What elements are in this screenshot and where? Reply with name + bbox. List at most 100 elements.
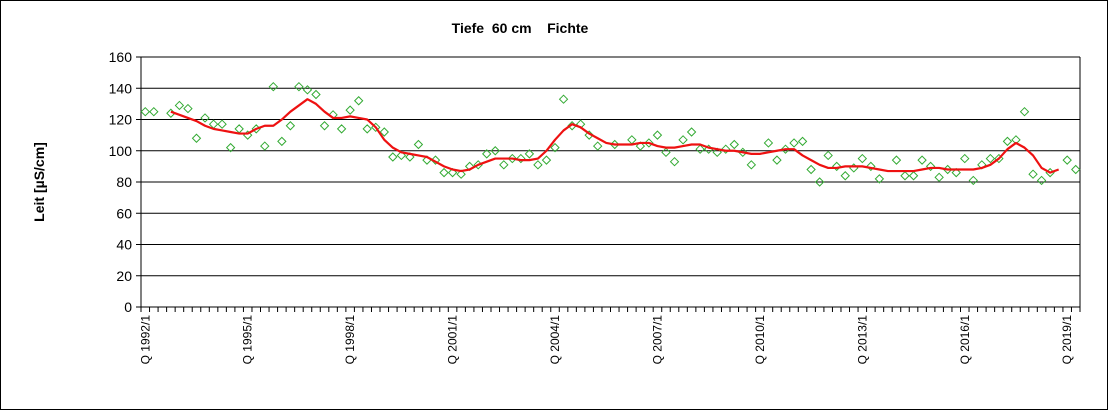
data-point — [951, 167, 961, 178]
data-point — [217, 119, 227, 129]
data-point — [678, 135, 688, 145]
data-point — [900, 171, 910, 181]
data-point — [849, 163, 859, 173]
gridlines — [141, 56, 1081, 307]
y-tick-label: 80 — [116, 174, 132, 190]
data-point — [806, 164, 816, 175]
data-point — [191, 133, 202, 143]
y-tick-label: 20 — [116, 268, 132, 284]
y-tick-label: 60 — [116, 205, 132, 221]
x-tick-label: Q 2019/1 — [1060, 315, 1074, 365]
y-tick-label: 40 — [116, 237, 132, 253]
data-point — [772, 155, 782, 165]
data-point — [695, 144, 705, 154]
moving-average-series — [170, 98, 1060, 174]
data-point — [405, 152, 415, 162]
data-point — [780, 144, 791, 154]
y-tick-label: 160 — [109, 49, 133, 65]
data-point — [797, 136, 808, 147]
data-point — [934, 172, 944, 183]
data-point — [550, 142, 560, 153]
data-point — [874, 174, 885, 184]
data-point — [789, 138, 799, 148]
data-point — [763, 138, 774, 148]
data-point — [635, 141, 646, 151]
x-tick-label: Q 2013/1 — [855, 315, 869, 365]
data-point — [234, 124, 244, 134]
chart-title: Tiefe 60 cm Fichte — [451, 20, 589, 36]
data-point — [661, 147, 671, 158]
scatter-series — [140, 81, 1081, 187]
data-point — [174, 100, 185, 111]
x-tick-label: Q 1992/1 — [138, 315, 152, 365]
data-point — [524, 149, 535, 159]
data-point — [960, 153, 970, 164]
moving-average-line — [170, 98, 1060, 174]
data-point — [1019, 106, 1030, 117]
data-point — [1062, 155, 1072, 165]
data-point — [652, 130, 663, 140]
data-point — [925, 161, 936, 172]
data-point — [268, 81, 279, 92]
x-tick-label: Q 1995/1 — [241, 315, 255, 365]
x-tick-labels: Q 1992/1 Q 1995/1 Q 1998/1 Q 2001/1 Q 2004/1… — [138, 315, 1074, 365]
y-tick-label: 120 — [109, 112, 133, 128]
data-point — [225, 142, 236, 153]
data-point — [558, 94, 569, 104]
data-point — [183, 103, 193, 114]
data-point — [260, 141, 270, 151]
data-point — [285, 121, 296, 131]
data-point — [968, 175, 979, 186]
data-point — [294, 81, 304, 92]
data-point — [311, 89, 321, 100]
data-point — [917, 155, 927, 165]
data-point — [533, 160, 543, 170]
y-tick-label: 0 — [124, 299, 132, 315]
data-point — [840, 171, 850, 181]
data-point — [669, 156, 680, 167]
data-point — [319, 121, 330, 131]
data-point — [149, 106, 159, 117]
data-point — [1002, 136, 1013, 147]
y-tick-label: 100 — [109, 143, 133, 159]
data-point — [832, 161, 842, 172]
data-point — [866, 161, 876, 172]
data-point — [1028, 169, 1038, 179]
data-point — [814, 177, 825, 187]
data-point — [413, 139, 424, 150]
x-tick-label: Q 2016/1 — [958, 315, 972, 365]
x-tick-label: Q 2004/1 — [548, 315, 562, 365]
x-tick-label: Q 1998/1 — [343, 315, 357, 365]
data-point — [200, 113, 210, 123]
axes — [136, 56, 1081, 312]
data-point — [908, 171, 919, 181]
data-point — [439, 167, 449, 178]
data-point — [396, 150, 407, 161]
data-point — [336, 124, 347, 134]
x-tick-label: Q 2010/1 — [753, 315, 767, 365]
x-tick-label: Q 2001/1 — [446, 315, 460, 365]
y-axis-label: Leit [µS/cm] — [31, 142, 47, 222]
data-point — [1071, 164, 1081, 175]
data-point — [721, 144, 731, 154]
data-point — [482, 149, 492, 159]
data-point — [140, 106, 150, 117]
data-point — [362, 124, 372, 134]
data-point — [686, 127, 697, 137]
data-point — [379, 127, 389, 137]
data-point — [490, 146, 500, 156]
data-point — [1036, 175, 1047, 186]
x-tick-label: Q 2007/1 — [650, 315, 664, 365]
data-point — [712, 147, 722, 158]
data-point — [302, 85, 313, 95]
data-point — [345, 105, 355, 115]
data-point — [746, 160, 757, 170]
data-point — [430, 155, 441, 165]
data-point — [277, 136, 287, 147]
data-point — [627, 135, 637, 145]
data-point — [388, 152, 398, 162]
data-point — [507, 153, 518, 164]
data-point — [823, 150, 833, 161]
